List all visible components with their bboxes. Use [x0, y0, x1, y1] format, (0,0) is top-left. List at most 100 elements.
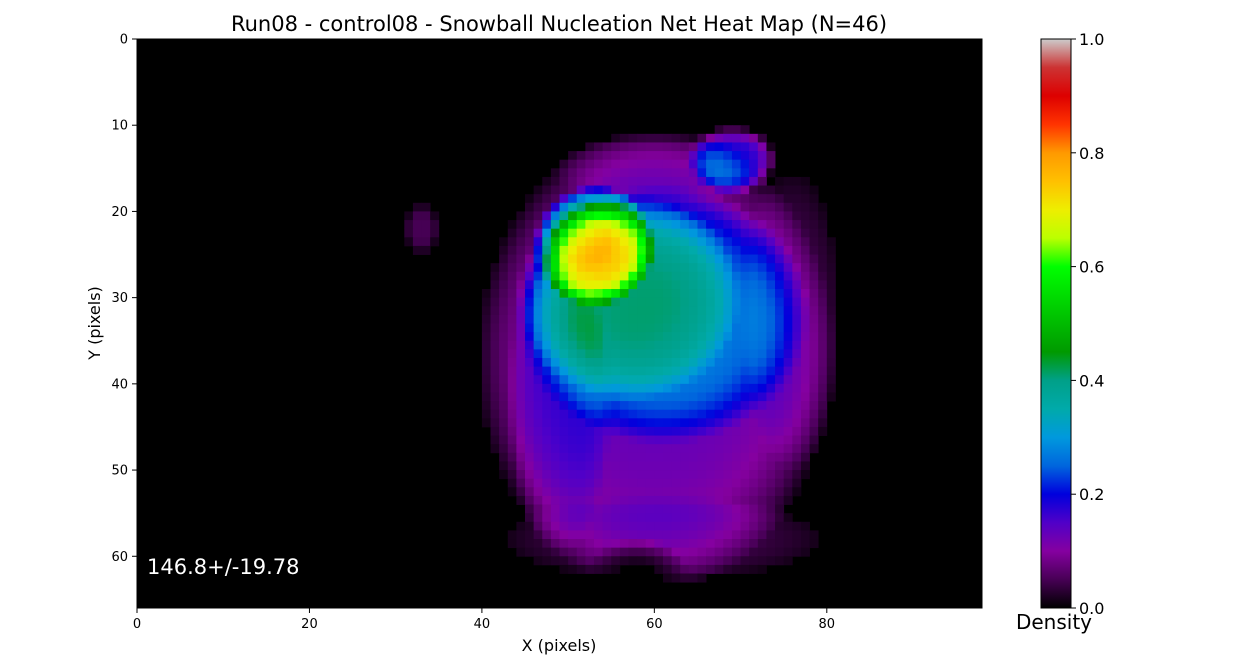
heatmap-cell — [516, 375, 526, 385]
heatmap-cell — [757, 202, 767, 212]
heatmap-cell — [645, 237, 655, 247]
heatmap-cell — [542, 452, 552, 462]
heatmap-cell — [783, 185, 793, 195]
colorbar-ticks: 0.00.20.40.60.81.0 — [1071, 30, 1104, 618]
heatmap-cell — [800, 470, 810, 480]
colorbar-tick-label: 1.0 — [1079, 30, 1104, 49]
heatmap-cell — [533, 426, 543, 436]
heatmap-cell — [671, 237, 681, 247]
heatmap-cell — [818, 245, 828, 255]
heatmap-cell — [706, 194, 716, 204]
mean-annotation: 146.8+/-19.78 — [147, 555, 300, 579]
heatmap-cell — [654, 401, 664, 411]
heatmap-cell — [593, 392, 604, 402]
heatmap-cell — [542, 194, 552, 204]
heatmap-cell — [714, 306, 724, 316]
heatmap-cell — [697, 349, 707, 359]
heatmap-cell — [662, 323, 672, 333]
heatmap-cell — [568, 220, 578, 230]
heatmap-cell — [542, 297, 552, 307]
heatmap-cell — [706, 142, 716, 152]
heatmap-cell — [792, 444, 802, 454]
heatmap-cell — [585, 194, 595, 204]
heatmap-cell — [611, 176, 621, 186]
heatmap-cell — [645, 314, 655, 324]
heatmap-cell — [525, 401, 535, 411]
heatmap-cell — [507, 340, 517, 350]
heatmap-cell — [757, 470, 767, 480]
heatmap-cell — [585, 280, 595, 290]
heatmap-cell — [525, 444, 535, 454]
heatmap-cell — [800, 444, 810, 454]
heatmap-cell — [818, 366, 828, 376]
heatmap-cell — [593, 202, 604, 212]
heatmap-cell — [533, 185, 543, 195]
heatmap-cell — [688, 513, 698, 523]
heatmap-cell — [662, 314, 672, 324]
heatmap-cell — [723, 470, 733, 480]
heatmap-cell — [775, 332, 785, 342]
heatmap-cell — [611, 357, 621, 367]
heatmap-cell — [723, 142, 733, 152]
heatmap-cell — [490, 332, 500, 342]
heatmap-cell — [499, 306, 509, 316]
heatmap-cell — [576, 280, 586, 290]
heatmap-cell — [568, 280, 578, 290]
heatmap-cell — [662, 375, 672, 385]
heatmap-cell — [680, 426, 690, 436]
heatmap-cell — [637, 375, 647, 385]
heatmap-cell — [671, 357, 681, 367]
heatmap-cell — [533, 211, 543, 221]
heatmap-cell — [749, 323, 759, 333]
heatmap-cell — [576, 418, 586, 428]
heatmap-cell — [680, 435, 690, 445]
heatmap-cell — [619, 444, 629, 454]
heatmap-cell — [507, 409, 517, 419]
heatmap-cell — [671, 383, 681, 393]
heatmap-cell — [516, 530, 526, 540]
x-tick-label: 20 — [301, 617, 318, 632]
heatmap-cell — [697, 513, 707, 523]
heatmap-cell — [516, 521, 526, 531]
heatmap-cell — [818, 254, 828, 264]
heatmap-cell — [766, 323, 776, 333]
heatmap-cell — [619, 306, 629, 316]
heatmap-cell — [533, 470, 543, 480]
heatmap-cell — [697, 366, 707, 376]
heatmap-cell — [637, 383, 647, 393]
heatmap-cell — [766, 452, 776, 462]
heatmap-cell — [568, 418, 578, 428]
heatmap-cell — [542, 254, 552, 264]
heatmap-cell — [602, 220, 612, 230]
colorbar: 0.00.20.40.60.81.0 — [1040, 30, 1104, 618]
heatmap-cell — [525, 392, 535, 402]
heatmap-cell — [671, 151, 681, 161]
heatmap-cell — [749, 185, 759, 195]
heatmap-cell — [585, 495, 595, 505]
colorbar-tick-label: 0.2 — [1079, 485, 1104, 504]
heatmap-cell — [671, 573, 681, 583]
heatmap-cell — [783, 323, 793, 333]
heatmap-cell — [723, 564, 733, 574]
heatmap-cell — [740, 228, 750, 238]
heatmap-cell — [525, 289, 535, 299]
heatmap-cell — [559, 185, 569, 195]
heatmap-cell — [662, 478, 672, 488]
heatmap-cell — [654, 513, 664, 523]
heatmap-cell — [654, 237, 664, 247]
heatmap-cell — [576, 495, 586, 505]
heatmap-cell — [826, 280, 836, 290]
heatmap-cell — [740, 383, 750, 393]
heatmap-cell — [576, 220, 586, 230]
heatmap-cell — [740, 202, 750, 212]
heatmap-cell — [611, 375, 621, 385]
heatmap-cell — [723, 435, 733, 445]
heatmap-cell — [637, 211, 647, 221]
heatmap-cell — [740, 263, 750, 273]
heatmap-cell — [654, 547, 664, 557]
heatmap-cell — [645, 159, 655, 169]
heatmap-cell — [706, 435, 716, 445]
heatmap-cell — [688, 478, 698, 488]
heatmap-cell — [533, 418, 543, 428]
heatmap-cell — [516, 418, 526, 428]
